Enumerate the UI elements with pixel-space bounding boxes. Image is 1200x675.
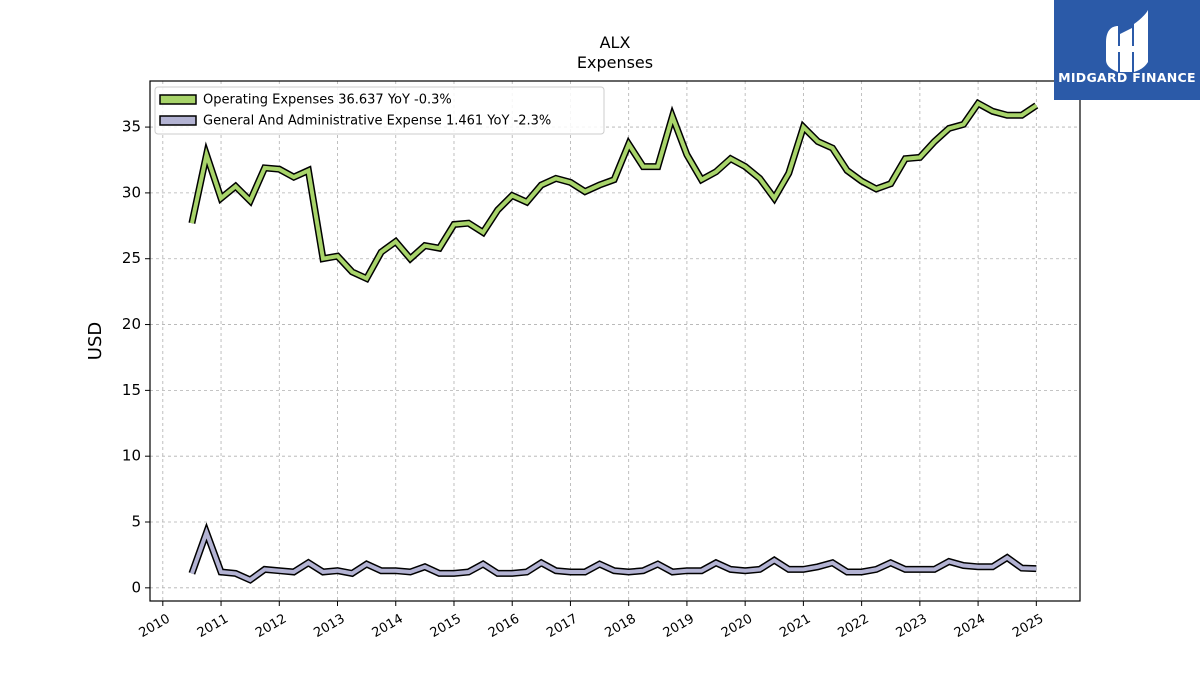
logo-text: MIDGARD FINANCE [1058,70,1196,85]
x-tick-label: 2020 [719,611,755,641]
x-tick-label: 2016 [486,611,522,641]
chart-title: ALX [600,33,631,52]
plot-frame [149,80,1081,602]
logo-mark-icon [1054,0,1200,100]
x-tick-label: 2011 [195,611,231,641]
x-tick-label: 2019 [661,611,697,641]
x-tick-label: 2015 [428,611,464,641]
x-tick-label: 2021 [777,611,813,641]
x-tick-label: 2014 [370,611,406,641]
x-tick-label: 2017 [544,611,580,641]
legend-box [154,86,605,135]
series-lines [188,98,1039,584]
series-outline-general-and-administrative-expense [188,522,1037,584]
legend-swatch-general-and-administrative-expense [159,115,197,126]
y-tick-label: 25 [122,249,141,267]
chart-subtitle: Expenses [577,53,653,72]
midgard-finance-logo: MIDGARD FINANCE [1054,0,1200,100]
y-tick-label: 15 [122,381,141,399]
legend-label-operating-expenses: Operating Expenses 36.637 YoY -0.3% [203,93,452,108]
y-tick-label: 30 [122,183,141,201]
x-tick-label: 2022 [835,611,871,641]
x-tick-label: 2024 [952,611,988,641]
y-tick-label: 0 [131,578,141,596]
y-tick-label: 35 [122,118,141,136]
legend-label-general-and-administrative-expense: General And Administrative Expense 1.461… [203,114,551,129]
series-line-operating-expenses [189,100,1038,282]
x-tick-label: 2025 [1010,611,1046,641]
y-tick-label: 20 [122,315,141,333]
grid-lines [150,81,1080,601]
x-tick-label: 2023 [894,611,930,641]
y-tick-label: 5 [131,513,141,531]
y-axis-label: USD [85,322,106,360]
x-tick-label: 2012 [253,611,289,641]
legend-swatch-operating-expenses [159,94,197,105]
x-tick-label: 2013 [311,611,347,641]
y-tick-label: 10 [122,447,141,465]
legend: Operating Expenses 36.637 YoY -0.3% Gene… [154,86,605,135]
x-tick-label: 2010 [137,611,173,641]
series-line-general-and-administrative-expense [190,526,1037,583]
x-tick-label: 2018 [603,611,639,641]
